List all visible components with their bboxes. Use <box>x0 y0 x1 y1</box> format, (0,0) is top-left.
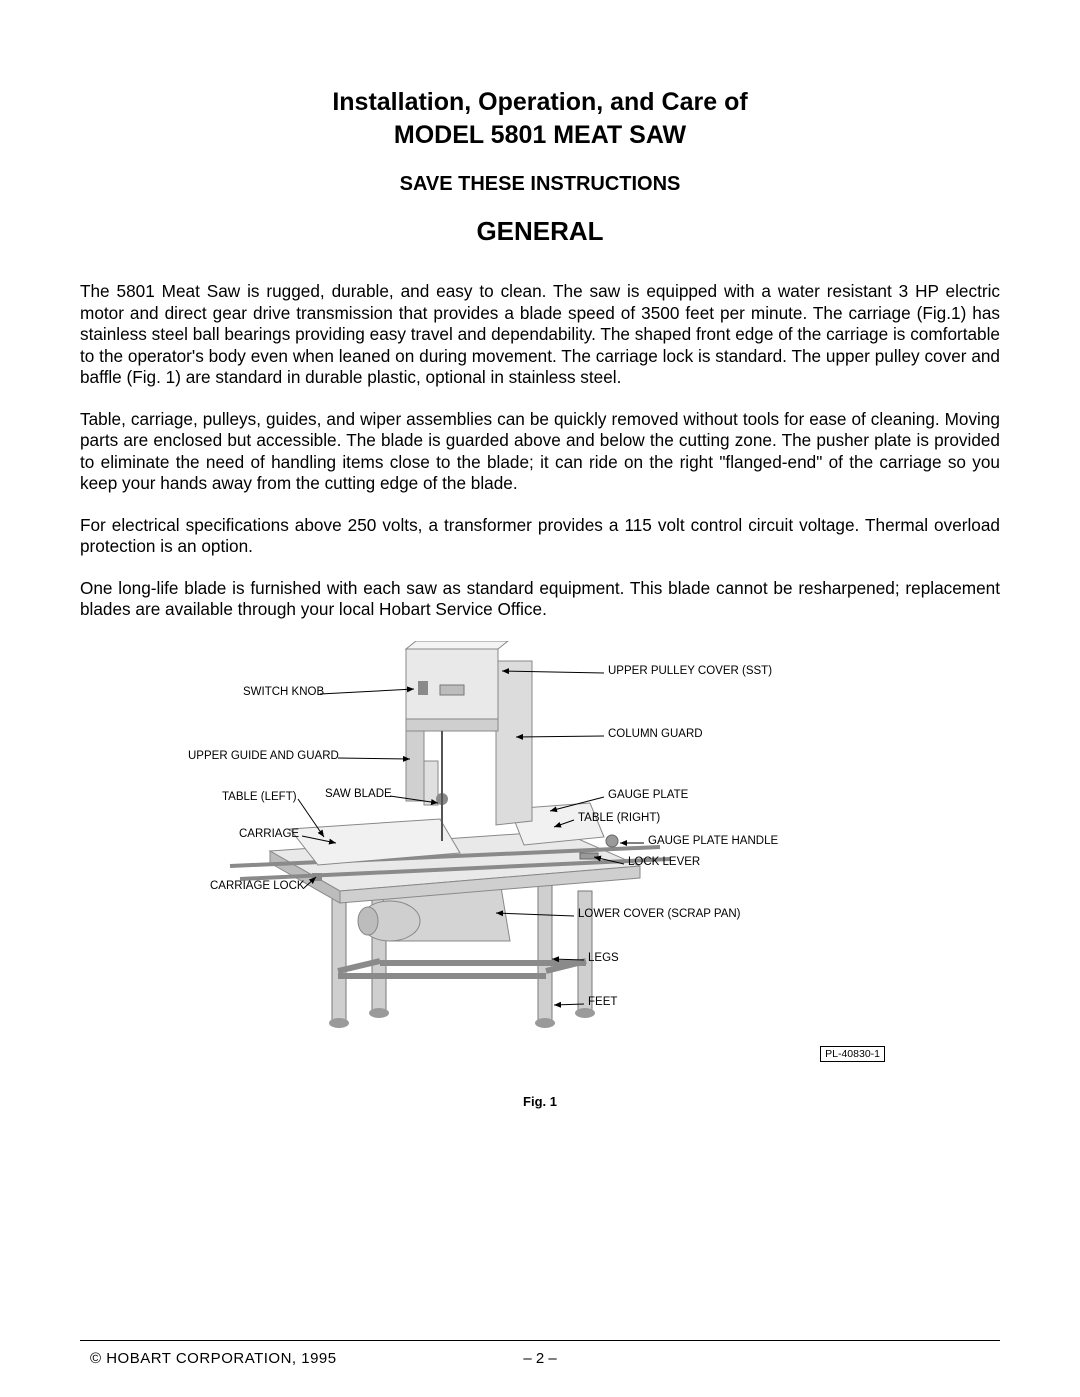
figure-caption: Fig. 1 <box>80 1094 1000 1109</box>
callout-upper-pulley-cover: UPPER PULLEY COVER (SST) <box>608 666 772 678</box>
callout-column-guard: COLUMN GUARD <box>608 729 703 741</box>
paragraph-2: Table, carriage, pulleys, guides, and wi… <box>80 409 1000 495</box>
title-line-2: MODEL 5801 MEAT SAW <box>80 119 1000 152</box>
meat-saw-diagram <box>80 641 1000 1101</box>
title-block: Installation, Operation, and Care of MOD… <box>80 86 1000 247</box>
paragraph-4: One long-life blade is furnished with ea… <box>80 578 1000 621</box>
callout-table-left: TABLE (LEFT) <box>222 792 297 804</box>
callout-legs: LEGS <box>588 953 619 965</box>
paragraph-3: For electrical specifications above 250 … <box>80 515 1000 558</box>
save-instructions-subtitle: SAVE THESE INSTRUCTIONS <box>80 173 1000 196</box>
callout-upper-guide-guard: UPPER GUIDE AND GUARD <box>188 751 339 763</box>
callout-feet: FEET <box>588 997 617 1009</box>
callout-lower-cover: LOWER COVER (SCRAP PAN) <box>578 909 741 921</box>
callout-gauge-plate: GAUGE PLATE <box>608 790 688 802</box>
callout-switch-knob: SWITCH KNOB <box>243 687 324 699</box>
callout-carriage: CARRIAGE <box>239 829 299 841</box>
document-page: Installation, Operation, and Care of MOD… <box>0 0 1080 1397</box>
plate-number-box: PL-40830-1 <box>820 1046 885 1062</box>
footer-page-number: – 2 – <box>0 1350 1080 1367</box>
title-line-1: Installation, Operation, and Care of <box>80 86 1000 119</box>
footer-rule <box>80 1340 1000 1341</box>
callout-gauge-plate-handle: GAUGE PLATE HANDLE <box>648 836 778 848</box>
callout-table-right: TABLE (RIGHT) <box>578 813 660 825</box>
paragraph-1: The 5801 Meat Saw is rugged, durable, an… <box>80 281 1000 389</box>
figure-1: SWITCH KNOB UPPER GUIDE AND GUARD TABLE … <box>80 641 1000 1101</box>
callout-saw-blade: SAW BLADE <box>325 789 392 801</box>
section-heading-general: GENERAL <box>80 216 1000 247</box>
callout-lock-lever: LOCK LEVER <box>628 857 700 869</box>
callout-carriage-lock: CARRIAGE LOCK <box>210 881 305 893</box>
